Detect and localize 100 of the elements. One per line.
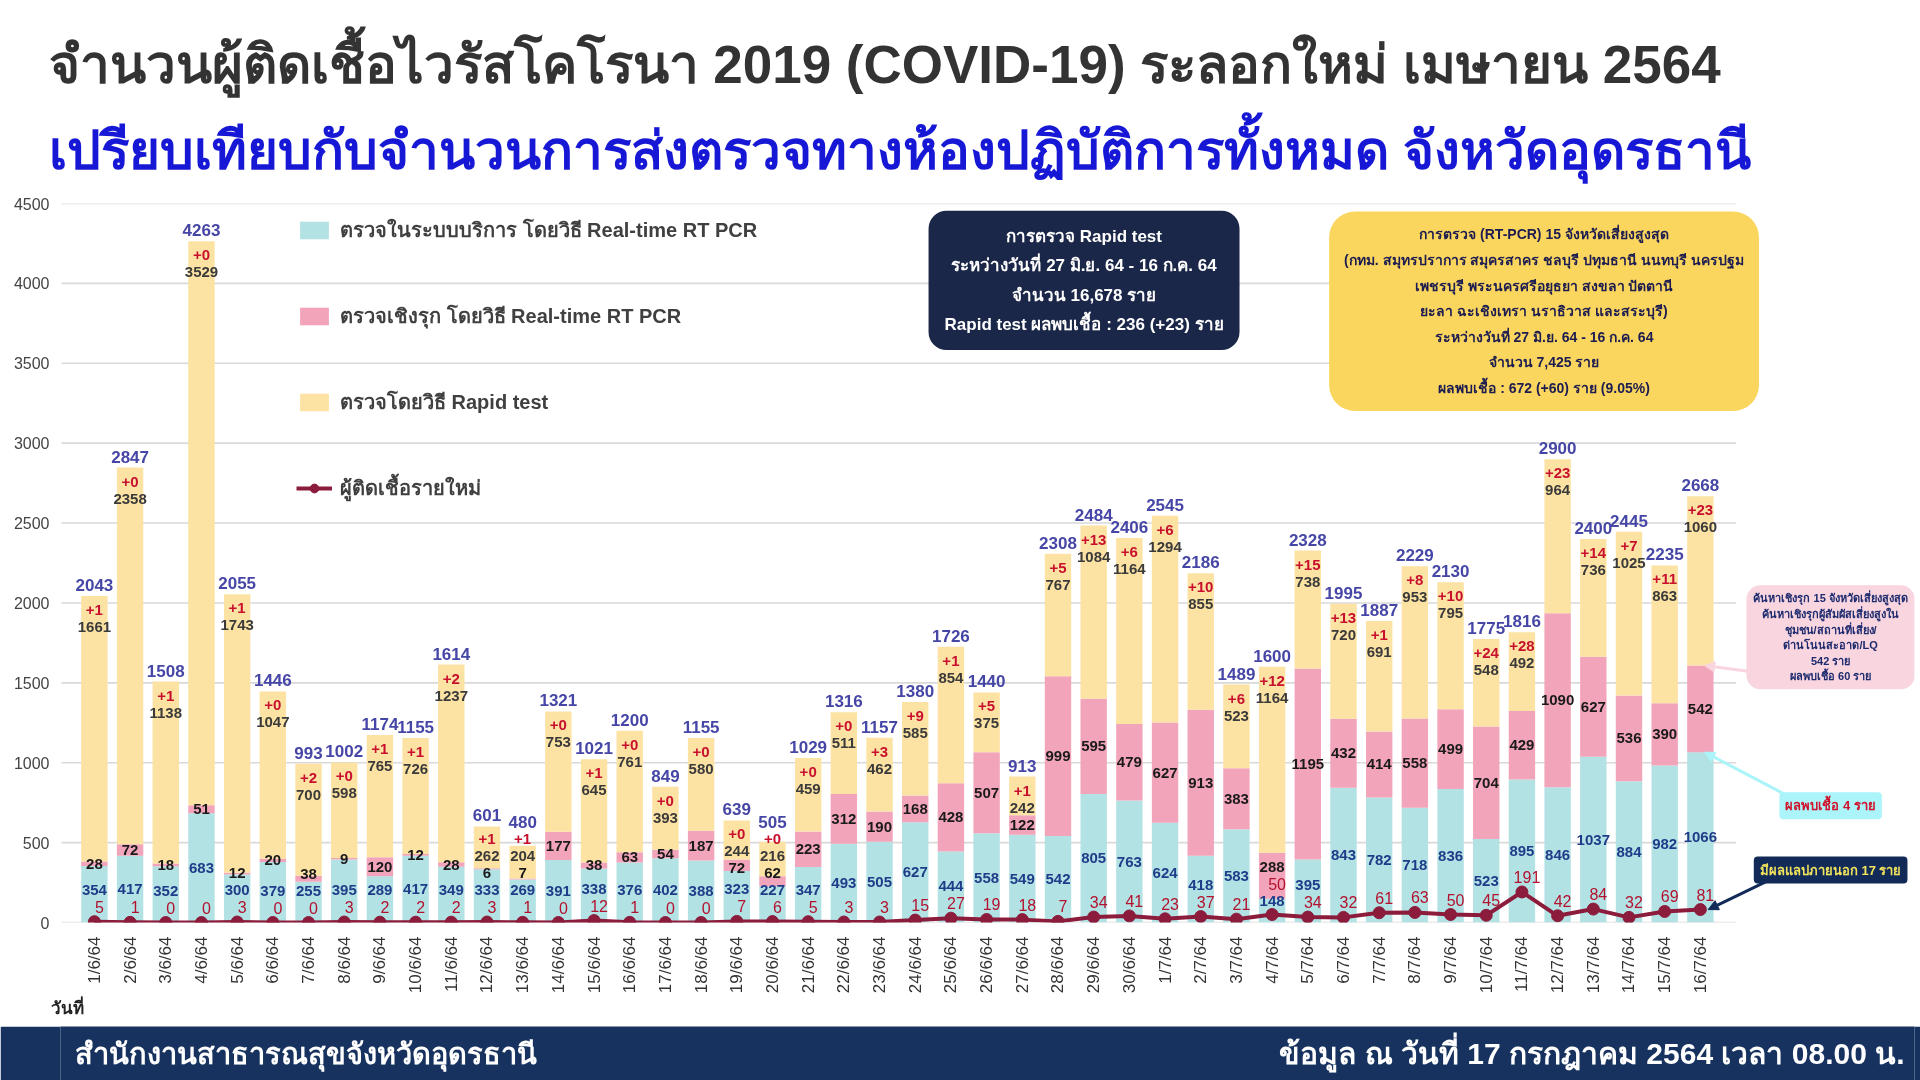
data-label: 953 [1402,588,1428,606]
data-label: 417 [117,880,143,898]
x-tick-label: 3/6/64 [156,936,176,984]
total-label: 2235 [1645,545,1684,565]
total-label: 1155 [682,717,720,737]
annotation: +1 [1370,626,1388,643]
x-tick-label: 30/6/64 [1119,936,1139,994]
total-label: 2229 [1395,546,1434,566]
data-label: 34 [1303,894,1322,912]
x-tick-label: 15/6/64 [584,936,604,994]
bar [1223,768,1250,830]
y-tick-label: 2500 [13,515,50,533]
data-label: 347 [795,880,821,898]
x-tick-label: 1/6/64 [84,936,104,984]
data-label: 1060 [1683,518,1718,536]
bar [188,813,215,923]
data-label: 843 [1330,846,1357,864]
total-label: 1446 [253,671,292,691]
y-tick-label: 500 [22,834,50,852]
data-label: 580 [688,759,714,777]
bar [1651,765,1678,923]
x-tick-label: 18/6/64 [691,936,711,994]
data-label: 42 [1553,892,1572,910]
data-label: 375 [974,714,1000,732]
x-tick-label: 11/6/64 [441,936,461,992]
data-label: 645 [581,781,607,799]
data-label: 122 [1009,816,1035,834]
data-label: 2 [416,899,426,917]
data-label: 765 [367,756,393,774]
y-tick-label: 4500 [13,195,50,213]
annotation: +0 [692,742,710,760]
data-label: 683 [188,858,214,876]
data-label: 763 [1116,852,1142,870]
data-label: 6 [482,864,492,882]
bar [616,730,643,853]
data-label: 542 [1687,699,1713,717]
y-tick-label: 1500 [13,674,50,692]
data-label: 805 [1081,849,1107,867]
bar [1044,676,1072,836]
data-label: 391 [545,881,571,899]
annotation: +13 [1330,608,1357,626]
total-label: 1155 [397,717,435,737]
data-label: 312 [831,809,857,827]
annotation: +0 [799,763,817,781]
total-label: 1508 [146,661,185,681]
bar [1365,731,1393,798]
bar [545,711,572,832]
data-label: 704 [1473,773,1500,791]
annotation: +0 [335,767,353,785]
data-label: 51 [193,800,210,818]
data-label: 414 [1366,755,1393,773]
data-label: 855 [1188,595,1214,613]
data-label: 45 [1482,892,1501,910]
data-label: 738 [1295,572,1321,590]
total-label: 1321 [539,691,578,711]
annotation: +0 [835,717,853,735]
legend-label: ตรวจโดยวิธี Rapid test [340,389,549,415]
chart-title: จำนวนผู้ติดเชื้อไวรัสโคโรนา 2019 (COVID-19) ระลอกใหม่ เมษายน 2564 [48,25,1722,98]
data-label: 1138 [149,703,183,721]
data-label: 964 [1545,481,1571,499]
data-label: 38 [585,856,603,874]
data-label: 63 [621,848,639,866]
data-label: 1025 [1612,553,1646,571]
data-label: 691 [1366,643,1392,660]
annotation: +1 [585,764,603,782]
x-tick-label: 14/6/64 [548,936,568,994]
data-label: 1090 [1540,691,1575,709]
data-label: 523 [1473,871,1499,889]
data-label: 767 [1045,575,1071,593]
bar [1044,553,1072,677]
annotation: การตรวจ (RT-PCR) 15 จังหวัดเสี่ยงสูงสุด (กทม. สมุทรปราการ สมุครสาคร ชลบุรี ปทุมธานี นนทบุรี นครปฐม เพชรบุรี พระนครศรีอยุธยา สงขลา ปัตตานี ยะลา ฉะเชิงเทรา นราธิวาส และสระบุรี) ระหว่างวันที่ 27 มิ.ย. 64 - 16 ก.ค. 64 จำนวน 7,425 ราย ผลพบเชื้อ : 672 (+60) ราย (9.05%) [1344,224,1744,397]
data-label: 846 [1545,845,1571,863]
total-label: 505 [758,812,787,832]
data-label: 63 [1410,889,1429,907]
x-tick-label: 9/7/64 [1441,936,1461,984]
annotation: +5 [1049,558,1067,576]
annotation: +0 [656,791,674,809]
data-label: 595 [1081,737,1107,755]
data-label: 41 [1125,892,1144,910]
data-label: 390 [1652,725,1678,743]
data-label: 429 [1509,736,1535,754]
data-label: 187 [688,836,714,854]
data-label: 191 [1513,868,1541,886]
x-tick-label: 8/6/64 [334,936,354,984]
bar [1580,656,1607,757]
total-label: 1995 [1324,583,1363,603]
data-label: 895 [1509,842,1535,859]
data-label: 227 [759,880,785,898]
data-label: 2 [451,899,461,917]
bar [1294,668,1322,860]
data-label: 300 [224,881,250,899]
bar [1080,698,1107,794]
x-tick-label: 16/7/64 [1690,936,1710,994]
x-tick-label: 13/6/64 [513,936,533,994]
data-label: 627 [1580,697,1606,715]
data-label: 177 [545,836,571,854]
total-label: 4263 [182,221,221,241]
data-label: 836 [1438,846,1464,864]
data-label: 242 [1009,798,1035,816]
data-label: 289 [367,881,393,899]
